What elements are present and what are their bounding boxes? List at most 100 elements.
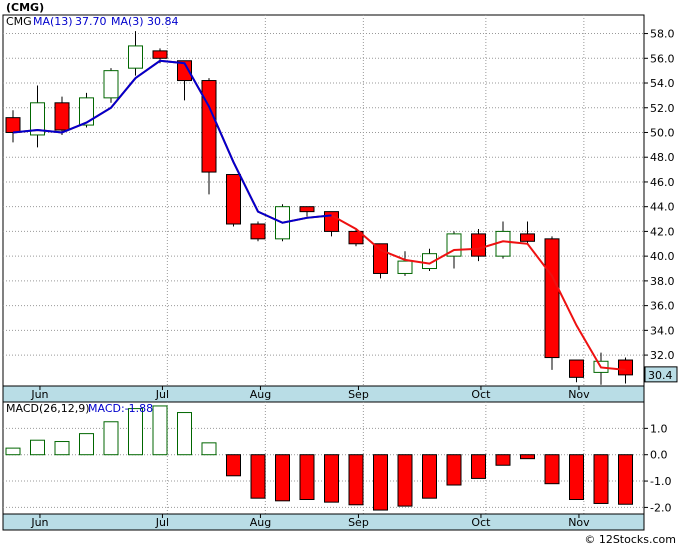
macd-x-tick-label: Jun [30, 516, 48, 529]
candle-body-down [373, 243, 388, 274]
macd-bar-negative [618, 454, 633, 505]
price-y-tick-label: 34.0 [650, 324, 675, 337]
legend-ma13-value: 37.70 [75, 15, 107, 28]
last-price-label: 30.4 [648, 369, 673, 382]
macd-bar-negative [397, 454, 413, 507]
candle-body-down [250, 223, 266, 240]
macd-bar-negative [446, 454, 462, 486]
last-price-box [644, 366, 678, 383]
legend-ma3-value: 30.84 [147, 15, 179, 28]
candle-body-down [544, 238, 560, 359]
ticker-title: (CMG) [6, 1, 44, 14]
candle-body-down [226, 174, 241, 225]
price-y-tick-label: 48.0 [650, 151, 675, 164]
candle-body-up [422, 253, 437, 270]
candle [299, 206, 315, 217]
candle [5, 110, 21, 143]
macd-bar-negative [226, 454, 241, 477]
macd-bar-negative [348, 454, 364, 506]
legend-ma3-label: MA(3) [111, 15, 144, 28]
macd-y-tick-label: 0.0 [650, 449, 668, 462]
candle [520, 221, 535, 244]
price-y-tick-label: 54.0 [650, 77, 675, 90]
candle [54, 96, 70, 135]
macd-x-tick-label: Nov [568, 516, 590, 529]
price-y-tick-label: 46.0 [650, 176, 675, 189]
macd-value-label: MACD:-1.88 [88, 402, 153, 415]
price-y-axis: 32.0 34.0 36.0 38.0 40.0 42.0 44.0 46.0 48.0 50.0… [644, 28, 678, 383]
price-y-tick-label: 42.0 [650, 225, 675, 238]
macd-x-tick-label: Aug [250, 516, 271, 529]
candle [128, 31, 143, 76]
candle [348, 228, 364, 247]
macd-x-axis: Jun Jul Aug Sep Oct Nov [30, 514, 590, 529]
macd-bar-negative [299, 454, 315, 501]
candle-body-down [201, 80, 217, 173]
candle [544, 236, 560, 370]
price-x-tick-label: Oct [471, 388, 491, 401]
candle [226, 174, 241, 227]
candle-body-down [471, 233, 486, 257]
candle-body-up [103, 70, 119, 99]
macd-y-axis: 1.0 0.0 -1.0 -2.0 [644, 422, 671, 514]
macd-bar-positive [54, 441, 70, 456]
candle-body-down [54, 102, 70, 131]
price-x-tick-label: Jun [30, 388, 48, 401]
macd-x-axis-strip [2, 513, 645, 531]
macd-y-tick-label: 1.0 [650, 422, 668, 435]
candle [618, 357, 633, 384]
candle [30, 85, 45, 148]
candle-body-down [5, 117, 21, 133]
price-y-tick-label: 38.0 [650, 275, 675, 288]
price-y-tick-label: 36.0 [650, 300, 675, 313]
candle [177, 60, 192, 101]
macd-bar-positive [5, 447, 21, 456]
copyright: © 12Stocks.com [584, 533, 676, 546]
price-x-tick-label: Aug [250, 388, 271, 401]
candle [79, 92, 94, 128]
macd-x-tick-label: Sep [348, 516, 369, 529]
macd-x-tick-label: Oct [471, 516, 491, 529]
price-y-tick-label: 32.0 [650, 349, 675, 362]
candle-body-up [79, 97, 94, 126]
price-marks [5, 31, 633, 385]
macd-bar-positive [177, 412, 192, 456]
macd-y-tick-label: -2.0 [650, 501, 671, 514]
candle-body-down [299, 206, 315, 213]
price-y-tick-label: 58.0 [650, 28, 675, 41]
candle-body-down [520, 233, 535, 242]
candle [103, 68, 119, 103]
macd-bar-positive [79, 433, 94, 456]
macd-y-tick-label: -1.0 [650, 475, 671, 488]
candle [471, 228, 486, 262]
candle-body-up [397, 260, 413, 274]
macd-bar-negative [569, 454, 584, 501]
macd-bar-positive [128, 408, 143, 456]
ma3-early-line [12, 59, 332, 224]
macd-label: MACD(26,12,9) [6, 402, 90, 415]
candle-body-up [30, 102, 45, 136]
macd-bar-negative [275, 454, 290, 502]
candle [250, 221, 266, 242]
macd-bar-negative [544, 454, 560, 485]
price-y-tick-label: 50.0 [650, 126, 675, 139]
candle [397, 251, 413, 276]
macd-bar-positive [30, 439, 45, 456]
price-y-tick-label: 44.0 [650, 201, 675, 214]
macd-marks [5, 405, 633, 511]
candle-body-down [348, 230, 364, 245]
price-y-tick-label: 56.0 [650, 52, 675, 65]
macd-bar-negative [250, 454, 266, 499]
price-x-tick-label: Jul [155, 388, 169, 401]
price-x-tick-label: Sep [348, 388, 369, 401]
legend-ma13-label: MA(13) [33, 15, 73, 28]
candle [422, 248, 437, 271]
price-x-tick-label: Nov [568, 388, 590, 401]
candle-body-down [152, 50, 168, 59]
candle [569, 359, 584, 383]
macd-bar-negative [422, 454, 437, 499]
price-grid [3, 15, 644, 386]
candle-body-down [177, 60, 192, 82]
macd-x-tick-label: Jul [155, 516, 169, 529]
macd-bar-positive [152, 405, 168, 456]
